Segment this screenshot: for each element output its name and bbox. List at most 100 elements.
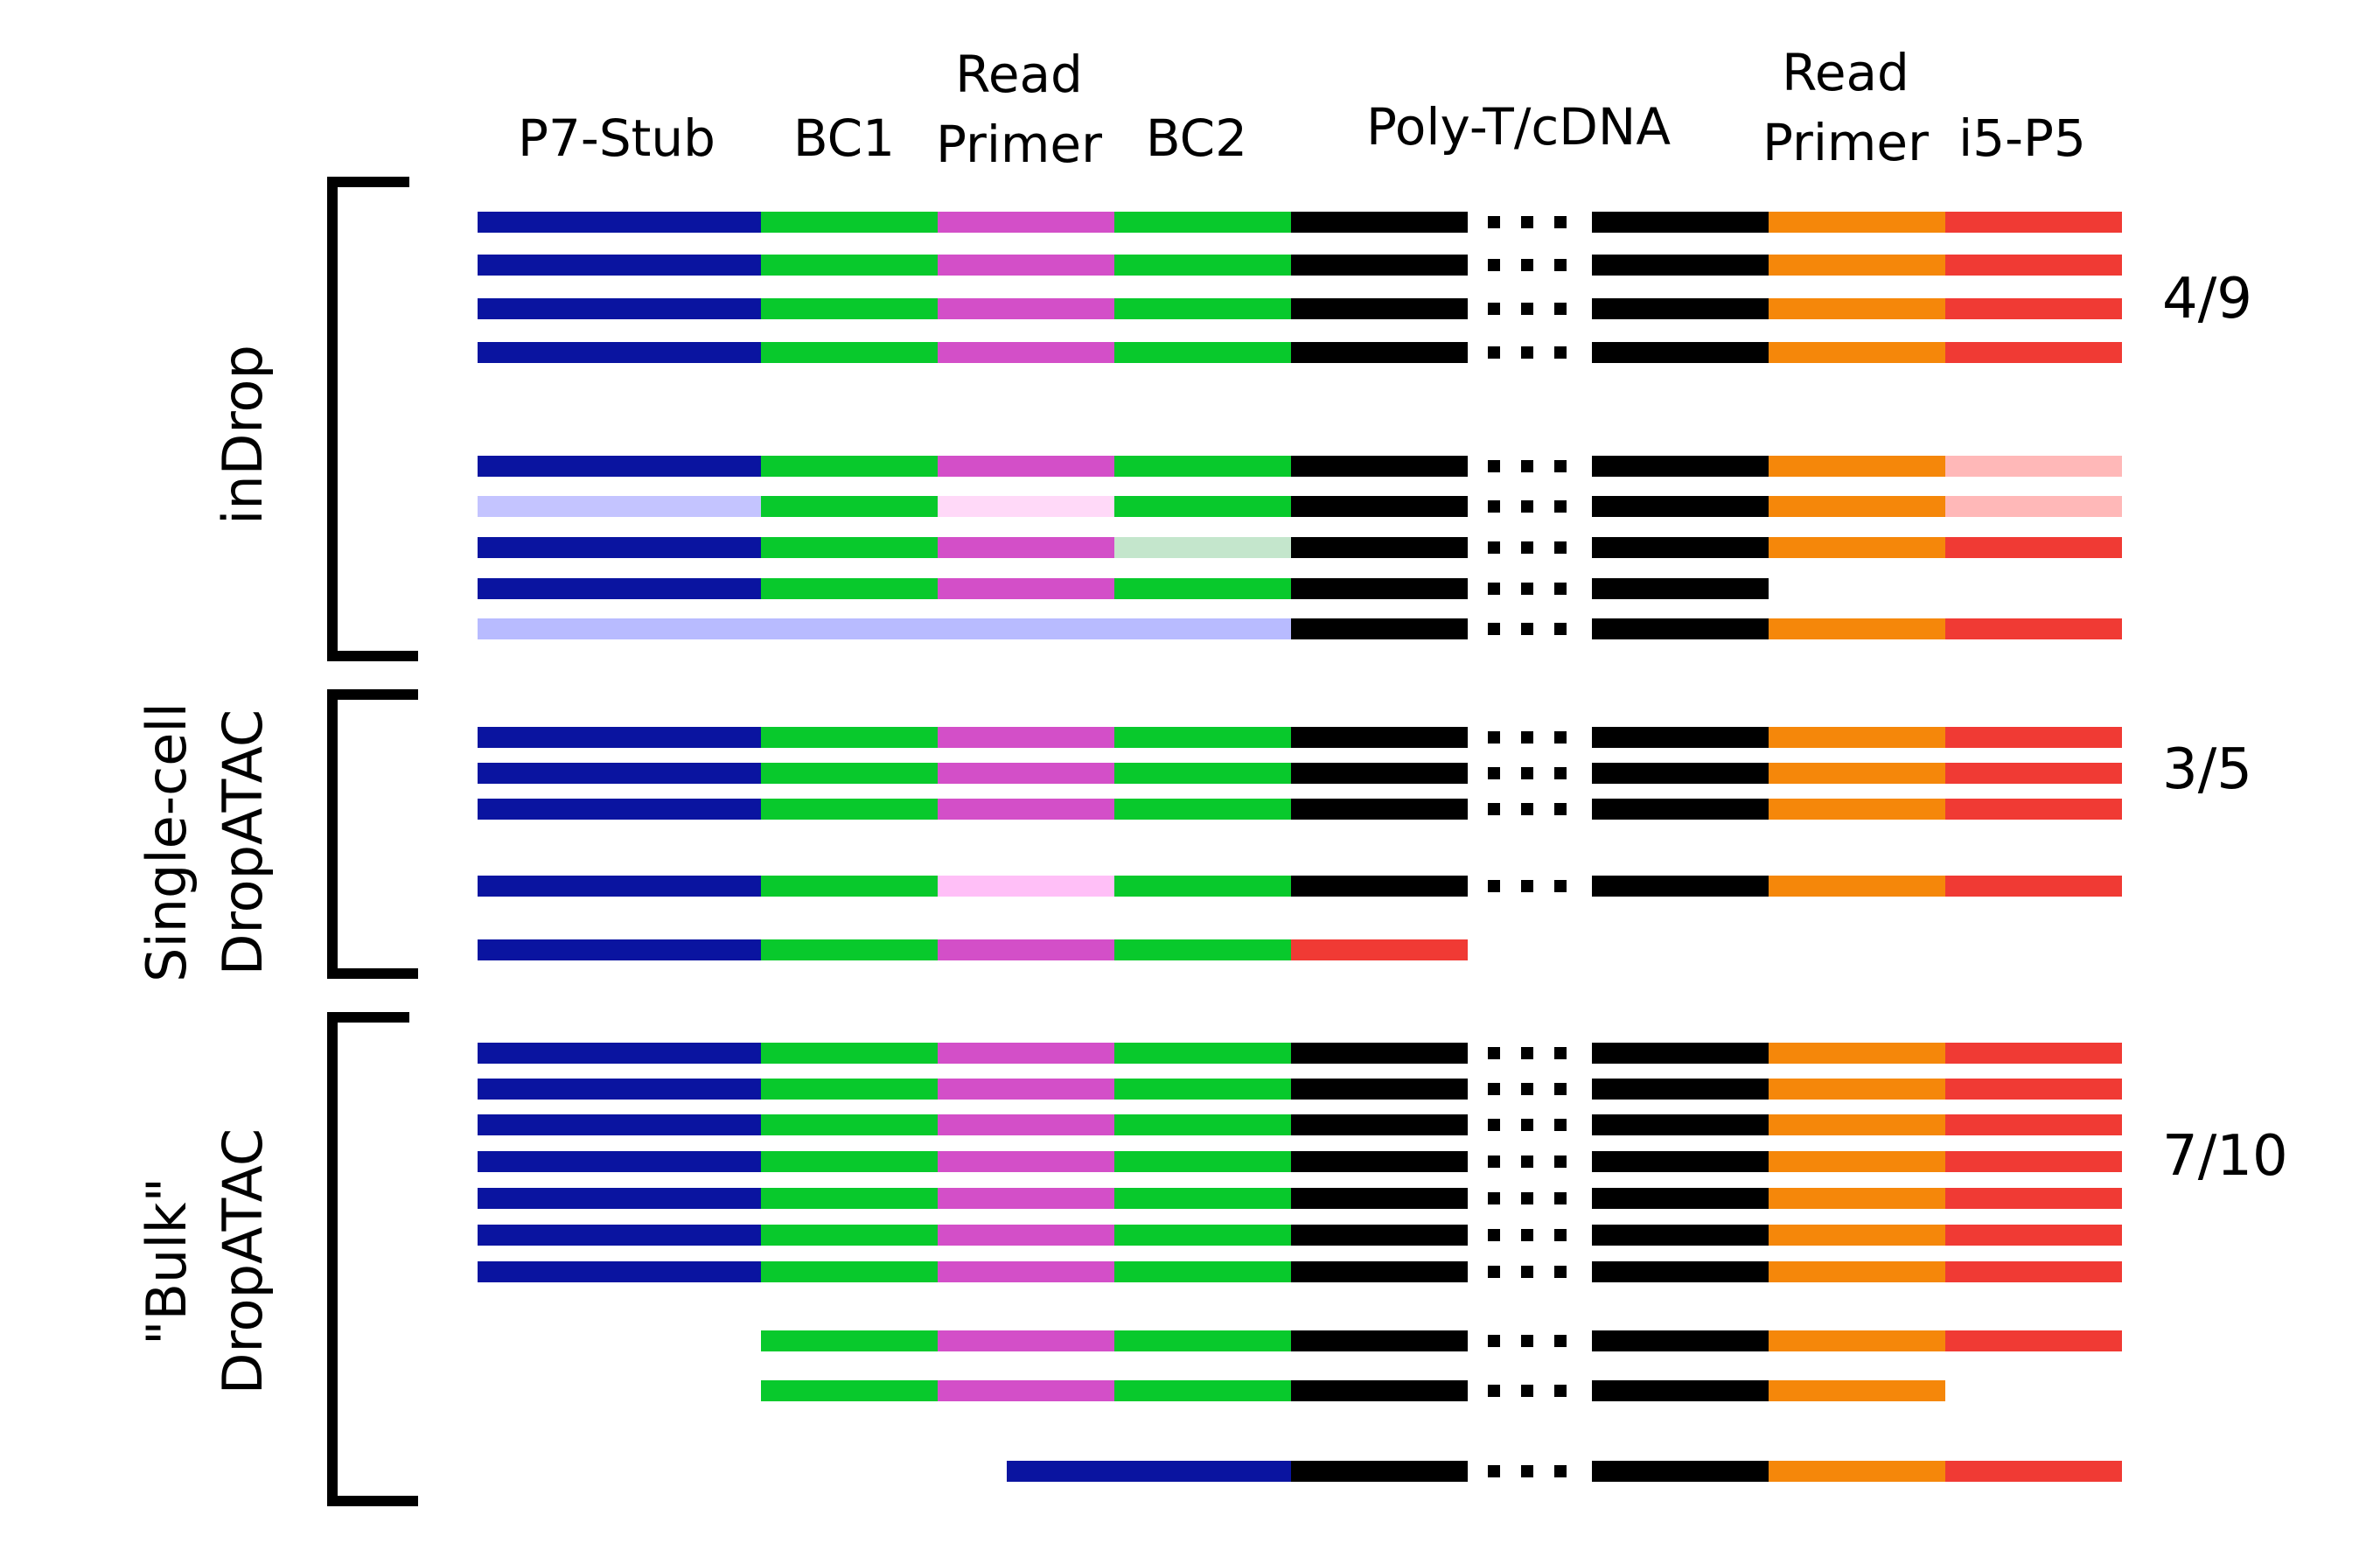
segment-black [1592,763,1769,784]
ellipsis-dot [1521,346,1533,359]
segment-black [1291,763,1468,784]
segment-magenta-faded2 [938,876,1114,897]
segment-black [1291,1225,1468,1246]
ellipsis-dot [1521,880,1533,892]
ellipsis-dots [1488,1465,1567,1477]
header-read-primer-1-line2: Primer [936,115,1102,174]
segment-black [1592,618,1769,639]
ellipsis-dot [1521,623,1533,635]
ellipsis-dot [1488,460,1500,472]
ellipsis-dot [1521,259,1533,271]
segment-black [1592,537,1769,558]
segment-green [761,578,938,599]
segment-red [1945,876,2122,897]
segment-black [1291,578,1468,599]
ellipsis-dot [1521,541,1533,554]
read-rows [478,212,2122,1482]
segment-green [761,1043,938,1064]
group-label-indrop: inDrop [211,345,275,525]
segment-black [1592,1330,1769,1351]
segment-magenta [938,799,1114,820]
ellipsis-dot [1488,1385,1500,1397]
ellipsis-dots [1488,767,1567,779]
ellipsis-dot [1488,767,1500,779]
segment-navy [478,1114,761,1135]
segment-green [1114,1151,1291,1172]
segment-green [1114,255,1291,276]
segment-magenta [938,1330,1114,1351]
segment-navy [478,1261,761,1282]
segment-black [1291,342,1468,363]
group-label-bulk-line1: "Bulk" [135,1177,199,1345]
segment-black [1592,496,1769,517]
segment-navy [478,578,761,599]
segment-black [1291,1043,1468,1064]
ellipsis-dot [1521,1229,1533,1241]
ellipsis-dot [1521,1156,1533,1168]
ellipsis-dot [1554,1047,1567,1059]
segment-orange [1769,298,1945,319]
segment-black [1592,1225,1769,1246]
group-counts: 4/9 3/5 7/10 [2162,267,2288,1189]
segment-magenta [938,1225,1114,1246]
ellipsis-dot [1488,346,1500,359]
ellipsis-dot [1488,541,1500,554]
segment-green [761,212,938,233]
segment-green [761,1261,938,1282]
ellipsis-dots [1488,583,1567,595]
segment-black [1291,298,1468,319]
segment-red [1945,1151,2122,1172]
segment-navy [478,1225,761,1246]
read-row [478,496,2122,517]
ellipsis-dot [1554,1192,1567,1204]
ellipsis-dot [1488,1335,1500,1347]
ellipsis-dots [1488,1083,1567,1095]
ellipsis-dot [1488,803,1500,815]
segment-navy-faded2 [1114,618,1291,639]
ellipsis-dots [1488,1266,1567,1278]
segment-orange [1769,1225,1945,1246]
segment-green [1114,1261,1291,1282]
segment-red [1945,618,2122,639]
count-bulk-dropatac: 7/10 [2162,1124,2288,1189]
segment-red [1945,763,2122,784]
segment-black [1592,298,1769,319]
segment-black [1291,456,1468,477]
read-row [478,799,2122,820]
ellipsis-dot [1554,1335,1567,1347]
segment-magenta [938,939,1114,960]
segment-orange [1769,1380,1945,1401]
ellipsis-dot [1554,803,1567,815]
segment-black [1291,1461,1468,1482]
segment-black [1592,1043,1769,1064]
segment-black [1291,1188,1468,1209]
segment-red [1945,298,2122,319]
segment-black [1291,876,1468,897]
segment-orange [1769,1461,1945,1482]
segment-navy [478,212,761,233]
segment-black [1291,1114,1468,1135]
segment-partial-navy [1007,1461,1114,1482]
segment-green [761,876,938,897]
segment-navy [478,342,761,363]
header-read-primer-1-line1: Read [955,45,1083,104]
segment-green-faded [1114,537,1291,558]
segment-navy [478,876,761,897]
segment-red [1945,799,2122,820]
segment-orange [1769,1079,1945,1100]
read-row [478,1225,2122,1246]
segment-black [1592,1261,1769,1282]
segment-magenta [938,1043,1114,1064]
read-row [478,1261,2122,1282]
read-row [478,1151,2122,1172]
ellipsis-dot [1554,1083,1567,1095]
ellipsis-dot [1488,880,1500,892]
read-row [761,1380,1945,1401]
read-row [478,342,2122,363]
ellipsis-dots [1488,1229,1567,1241]
ellipsis-dots [1488,623,1567,635]
count-indrop: 4/9 [2162,267,2252,332]
segment-navy [478,1151,761,1172]
segment-black [1592,1114,1769,1135]
